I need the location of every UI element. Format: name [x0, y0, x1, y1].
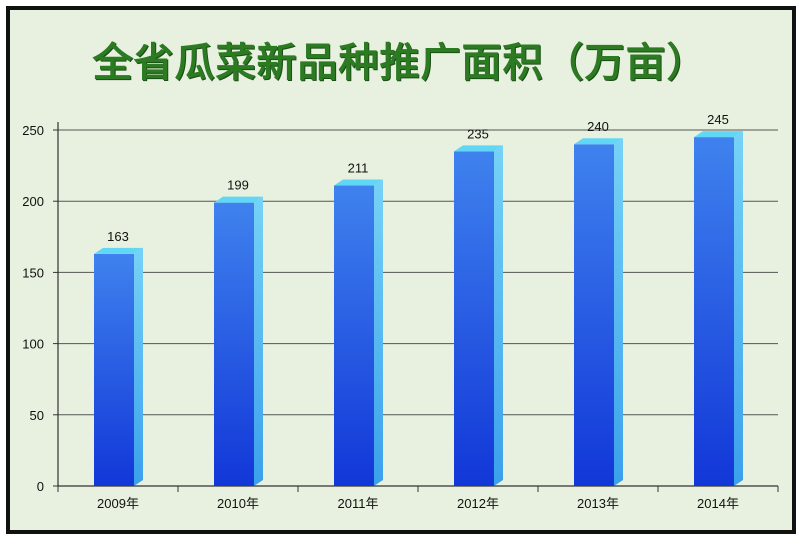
- bar: [214, 202, 254, 486]
- x-tick-label: 2014年: [697, 496, 739, 511]
- bar: [454, 151, 494, 487]
- y-tick-label: 50: [30, 408, 44, 423]
- y-tick-label: 0: [37, 479, 44, 494]
- bar: [694, 137, 734, 486]
- y-tick-label: 100: [22, 337, 44, 352]
- data-label: 240: [587, 119, 609, 134]
- axes: 0 50 100 150 200 250: [22, 122, 779, 494]
- data-label: 199: [227, 178, 249, 193]
- bar-side: [614, 138, 623, 487]
- y-tick-label: 200: [22, 194, 44, 209]
- x-tick-label: 2012年: [457, 496, 499, 511]
- grid-lines: [58, 129, 778, 416]
- data-label: 235: [467, 126, 489, 141]
- bar-side: [374, 179, 383, 486]
- x-tick-label: 2009年: [97, 496, 139, 511]
- bar-top: [334, 179, 383, 186]
- x-tick-label: 2013年: [577, 496, 619, 511]
- bar-side: [494, 145, 503, 487]
- bar-top: [214, 196, 263, 203]
- chart-title: 全省瓜菜新品种推广面积（万亩）: [92, 39, 708, 86]
- bar-side: [254, 196, 263, 486]
- bar: [574, 144, 614, 487]
- data-label: 245: [707, 112, 729, 127]
- bar-side: [134, 247, 143, 486]
- bar-top: [454, 145, 503, 152]
- data-label: 163: [107, 229, 129, 244]
- y-tick-label: 250: [22, 123, 44, 138]
- bar-top: [694, 131, 743, 138]
- x-tick-label: 2011年: [338, 496, 379, 511]
- data-label: 211: [348, 161, 369, 176]
- bars: [94, 131, 743, 487]
- bar-side: [734, 131, 743, 486]
- bar: [94, 253, 134, 486]
- bar-top: [574, 138, 623, 145]
- labels: 163 2009年 199 2010年 211 2011年 235 2012年 240 2013年…: [97, 112, 739, 511]
- bar-top: [94, 247, 143, 254]
- bar: [334, 185, 374, 486]
- y-tick-label: 150: [22, 265, 44, 280]
- x-tick-label: 2010年: [217, 496, 259, 511]
